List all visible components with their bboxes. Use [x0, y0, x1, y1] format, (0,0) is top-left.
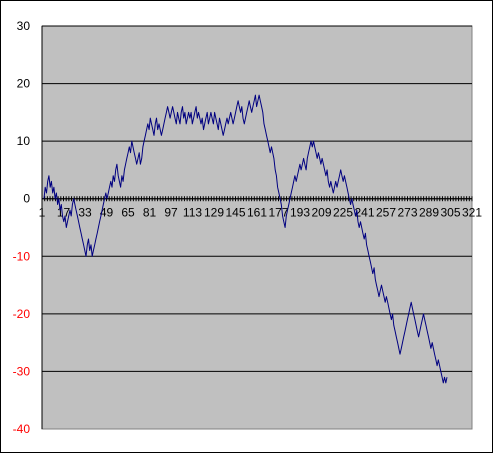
x-tick-label: 145	[225, 206, 245, 220]
x-tick-label: 33	[78, 206, 92, 220]
y-tick-label: 20	[17, 77, 31, 91]
x-tick-label: 225	[333, 206, 353, 220]
x-tick-label: 257	[376, 206, 396, 220]
x-tick-label: 305	[440, 206, 460, 220]
y-tick-label: -20	[13, 307, 31, 321]
x-tick-label: 289	[419, 206, 439, 220]
x-tick-label: 193	[290, 206, 310, 220]
x-tick-label: 241	[354, 206, 374, 220]
axes	[41, 26, 473, 429]
y-tick-label: 30	[17, 19, 31, 33]
x-tick-label: 209	[311, 206, 331, 220]
x-tick-label: 49	[100, 206, 114, 220]
x-tick-label: 65	[121, 206, 135, 220]
plot-area	[41, 25, 473, 430]
y-tick-label: 10	[17, 134, 31, 148]
x-tick-label: 81	[143, 206, 157, 220]
x-tick-label: 97	[164, 206, 178, 220]
y-tick-label: -30	[13, 364, 31, 378]
x-tick-label: 161	[247, 206, 267, 220]
series-line	[43, 94, 448, 384]
x-tick-label: 129	[204, 206, 224, 220]
x-tick-label: 321	[462, 206, 482, 220]
x-tick-label: 273	[397, 206, 417, 220]
y-tick-label: 0	[23, 192, 30, 206]
x-tick-label: 177	[268, 206, 288, 220]
x-tick-label: 1	[39, 206, 46, 220]
y-tick-label: -10	[13, 249, 31, 263]
y-tick-label: -40	[13, 422, 31, 436]
series-layer	[43, 94, 448, 384]
y-tick-labels: 30 20 10 0 -10 -20 -30 -40	[13, 19, 31, 436]
x-tick-labels: 1 17 33 49 65 81 97 113 129 145 161 177 193 209 225 241…	[39, 206, 483, 220]
x-tick-label: 113	[183, 206, 202, 220]
